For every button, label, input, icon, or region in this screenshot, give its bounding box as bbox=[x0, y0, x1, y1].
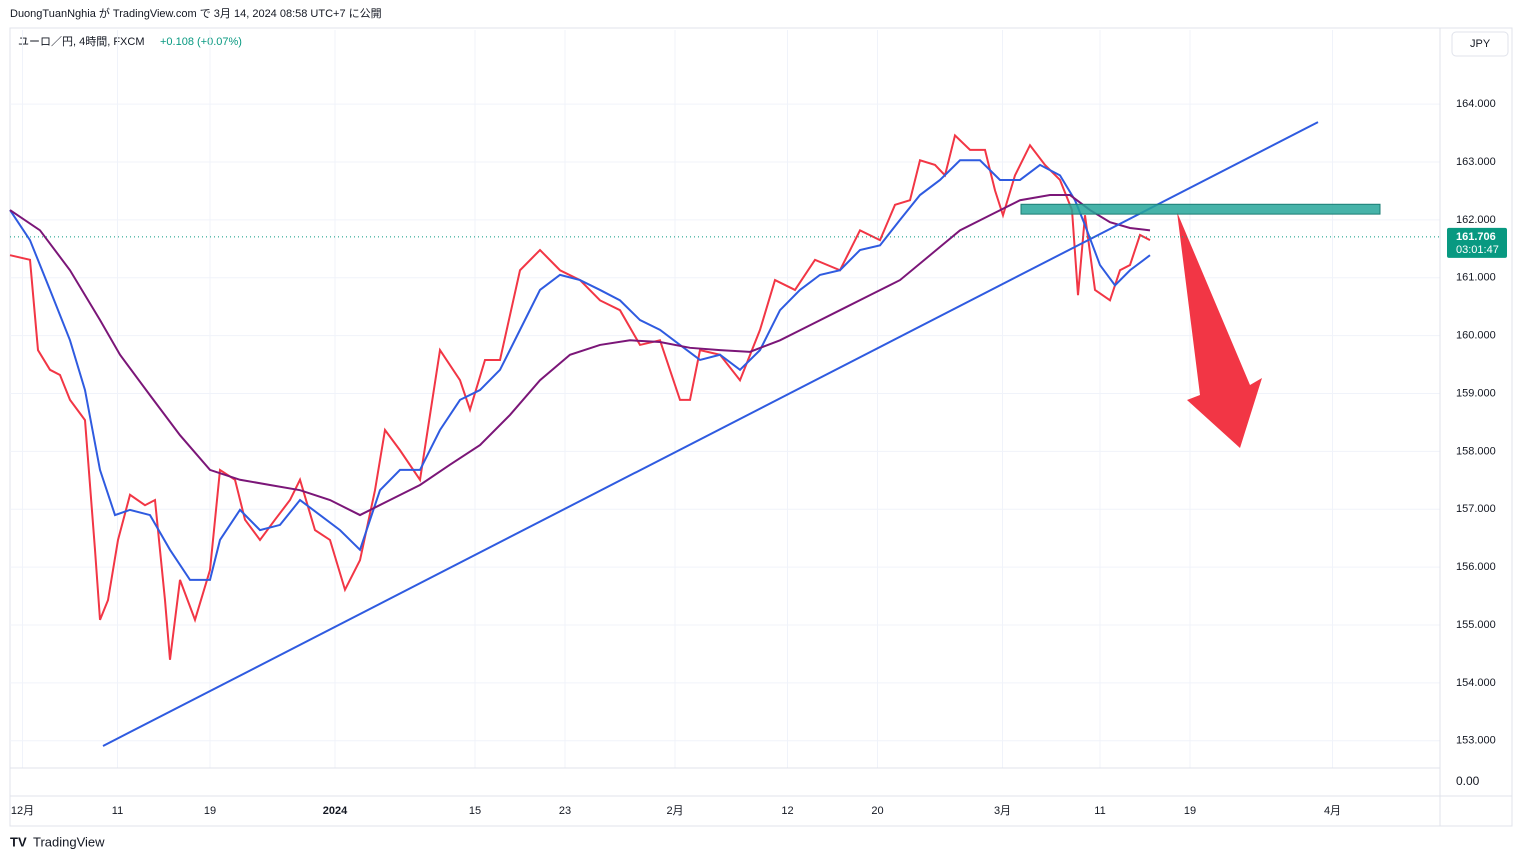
y-tick-label: 153.000 bbox=[1456, 735, 1496, 747]
y-tick-label: 158.000 bbox=[1456, 445, 1496, 457]
last-price-badge bbox=[1447, 227, 1507, 258]
y-tick-label: 162.000 bbox=[1456, 214, 1496, 226]
x-tick-label: 11 bbox=[1094, 805, 1105, 817]
series-line bbox=[9, 133, 1151, 660]
x-tick-label: 23 bbox=[559, 805, 571, 817]
x-tick-label: 3月 bbox=[994, 805, 1011, 817]
y-tick-label: 160.000 bbox=[1456, 330, 1496, 342]
publisher: DuongTuanNghia が TradingView.com で 3月 14… bbox=[10, 6, 382, 20]
y-tick-label: 164.000 bbox=[1456, 98, 1496, 110]
y-tick-label: 156.000 bbox=[1456, 561, 1496, 573]
last-price-label: 161.706 bbox=[1456, 231, 1496, 243]
resistance-zone bbox=[1020, 203, 1381, 215]
y-tick-label: 159.000 bbox=[1456, 387, 1496, 399]
y-tick-label: 163.000 bbox=[1456, 156, 1496, 168]
down-arrow bbox=[1177, 212, 1262, 448]
x-tick-label: 20 bbox=[871, 805, 883, 817]
currency[interactable]: JPY bbox=[1470, 38, 1491, 50]
x-tick-label: 19 bbox=[204, 805, 216, 817]
series-line bbox=[9, 194, 1151, 517]
logo-mark: TV bbox=[10, 834, 27, 849]
y-tick-label: 157.000 bbox=[1456, 503, 1496, 515]
lower-pane-label: 0.00 bbox=[1456, 774, 1480, 788]
x-tick-label: 11 bbox=[112, 805, 123, 817]
countdown: 03:01:47 bbox=[1456, 244, 1499, 256]
y-tick-label: 154.000 bbox=[1456, 677, 1496, 689]
frame bbox=[9, 27, 1513, 827]
x-tick-label: 15 bbox=[469, 805, 481, 817]
symbol: ユーロ／円, 4時間, FXCM bbox=[18, 35, 145, 48]
change: +0.108 (+0.07%) bbox=[160, 36, 242, 48]
x-tick-label: 2024 bbox=[323, 805, 348, 817]
trendline bbox=[102, 121, 1319, 747]
currency-button[interactable] bbox=[1451, 31, 1509, 57]
x-tick-label: 4月 bbox=[1324, 805, 1341, 817]
footer: TradingView bbox=[33, 834, 105, 849]
x-tick-label: 12月 bbox=[11, 805, 34, 817]
x-tick-label: 19 bbox=[1184, 805, 1196, 817]
series-line bbox=[9, 159, 1151, 581]
y-tick-label: 155.000 bbox=[1456, 619, 1496, 631]
y-tick-label: 161.000 bbox=[1456, 272, 1496, 284]
x-tick-label: 2月 bbox=[666, 805, 683, 817]
x-tick-label: 12 bbox=[781, 805, 793, 817]
